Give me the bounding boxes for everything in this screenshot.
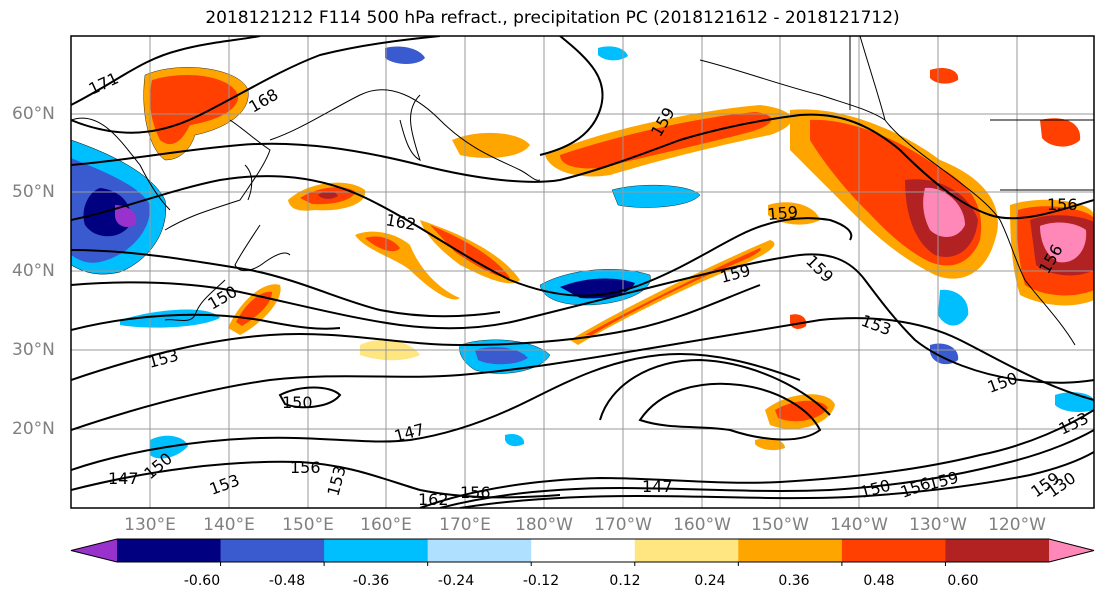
negative-precip-area (505, 434, 525, 447)
lon-label: 140°E (203, 515, 255, 535)
lon-label: 160°E (360, 515, 412, 535)
positive-precip-area (585, 248, 761, 335)
lon-label: 150°W (751, 515, 809, 535)
lon-label: 170°W (594, 515, 652, 535)
lon-label: 150°E (282, 515, 334, 535)
colorbar-segment (945, 539, 1050, 562)
lon-label: 130°W (909, 515, 967, 535)
lat-label-30n: 30°N (12, 340, 55, 360)
colorbar-segment (841, 539, 946, 562)
precipitation-fields (71, 46, 1094, 459)
lon-label: 140°W (830, 515, 888, 535)
contour-label: 153 (324, 464, 350, 498)
colorbar-tick-label: -0.48 (268, 573, 306, 589)
colorbar-tick-label: -0.12 (522, 573, 560, 589)
positive-precip-area (1040, 222, 1087, 263)
positive-precip-area (775, 400, 828, 422)
lat-label-40n: 40°N (12, 261, 55, 281)
positive-precip-area (1040, 118, 1081, 147)
contour-label: 162 (418, 490, 449, 509)
colorbar-tick-label: 0.60 (947, 573, 979, 589)
lon-label: 170°E (439, 515, 491, 535)
positive-precip-area (930, 68, 959, 84)
contour-label: 147 (392, 420, 426, 446)
colorbar-tick-label: 0.12 (609, 573, 641, 589)
colorbar-segment (427, 539, 532, 562)
contour-label: 150 (282, 393, 313, 412)
colorbar-tick-label: -0.60 (183, 573, 221, 589)
coastlines (71, 36, 1094, 346)
lon-label: 130°E (124, 515, 176, 535)
positive-precip-area (790, 314, 807, 329)
contour-label: 162 (384, 210, 417, 234)
contour-label: 156 (1047, 195, 1078, 214)
contour-label: 147 (108, 469, 139, 488)
contour-label: 156 (290, 458, 321, 477)
contour-label: 156 (460, 483, 491, 502)
contour-label: 159 (926, 468, 960, 494)
contour-lines (71, 36, 1094, 508)
negative-precip-area (475, 347, 528, 365)
lat-label-60n: 60°N (12, 104, 55, 124)
positive-precip-area (923, 187, 965, 237)
colorbar-segment (738, 539, 843, 562)
negative-precip-area (611, 184, 701, 208)
contour-label: 153 (859, 311, 894, 339)
contour-label: 168 (246, 85, 282, 117)
colorbar-tick-label: 0.24 (694, 573, 726, 589)
colorbar-tick-label: -0.24 (437, 573, 475, 589)
contour-label: 147 (642, 477, 673, 496)
negative-precip-area (938, 289, 969, 326)
colorbar-tick-label: 0.36 (778, 573, 810, 589)
colorbar-segment (531, 539, 636, 562)
colorbar-extend-high (1049, 539, 1094, 562)
positive-precip-area (452, 132, 530, 158)
negative-precip-area (385, 46, 425, 64)
positive-precip-area (318, 191, 338, 199)
negative-precip-area (560, 278, 635, 299)
colorbar-tick-label: 0.48 (863, 573, 895, 589)
lon-label: 180°W (515, 515, 573, 535)
colorbar-segment (634, 539, 739, 562)
plot-frame (70, 35, 1095, 509)
lat-label-20n: 20°N (12, 419, 55, 439)
colorbar (70, 538, 1095, 566)
negative-precip-area (1055, 392, 1094, 413)
colorbar-tick-label: -0.36 (352, 573, 390, 589)
map-title: 2018121212 F114 500 hPa refract., precip… (205, 8, 900, 28)
contour-label: 150 (985, 368, 1020, 396)
graticule (71, 36, 1094, 508)
positive-precip-area (430, 225, 510, 278)
contour-label: 171 (86, 68, 122, 98)
colorbar-segment (220, 539, 325, 562)
colorbar-outline (70, 538, 1095, 563)
positive-precip-area (365, 236, 400, 252)
positive-precip-area (560, 112, 772, 169)
contour-label: 150 (858, 476, 892, 502)
negative-precip-area (115, 205, 137, 227)
positive-precip-area (755, 438, 785, 451)
colorbar-segment (117, 539, 222, 562)
colorbar-extend-low (71, 539, 117, 562)
lon-label: 120°W (988, 515, 1046, 535)
colorbar-segment (324, 539, 429, 562)
contour-label: 153 (207, 470, 242, 498)
negative-precip-area (930, 343, 959, 365)
lat-label-50n: 50°N (12, 182, 55, 202)
lon-label: 160°W (673, 515, 731, 535)
contour-label: 159 (767, 202, 799, 224)
negative-precip-area (598, 46, 628, 61)
